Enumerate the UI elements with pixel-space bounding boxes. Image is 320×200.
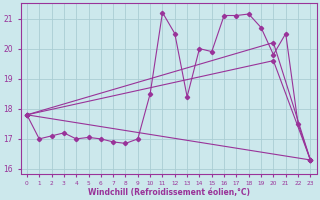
X-axis label: Windchill (Refroidissement éolien,°C): Windchill (Refroidissement éolien,°C) [88, 188, 250, 197]
